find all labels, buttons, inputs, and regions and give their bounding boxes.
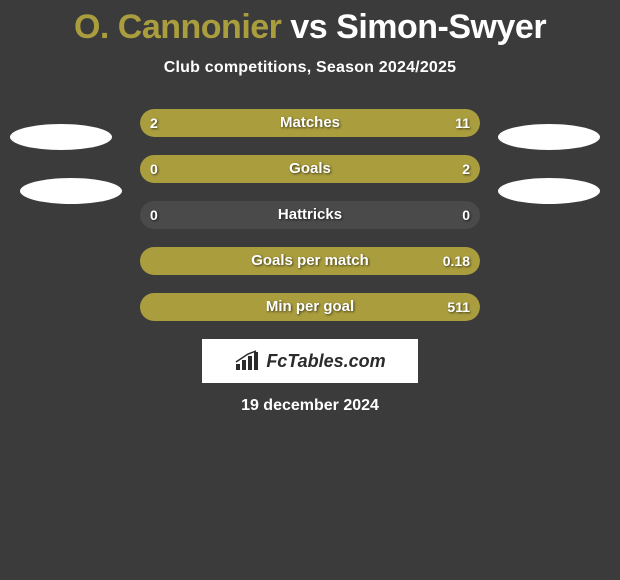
- title-vs: vs: [290, 8, 327, 46]
- bar-fill-right: [140, 293, 480, 321]
- bar-track: [140, 155, 480, 183]
- decorative-ellipse: [20, 178, 122, 204]
- subtitle: Club competitions, Season 2024/2025: [0, 59, 620, 77]
- stat-row: Min per goal511: [0, 293, 620, 321]
- bar-track: [140, 201, 480, 229]
- title-player1: O. Cannonier: [74, 8, 281, 46]
- decorative-ellipse: [498, 178, 600, 204]
- bar-track: [140, 293, 480, 321]
- decorative-ellipse: [10, 124, 112, 150]
- stat-row: Hattricks00: [0, 201, 620, 229]
- page-title: O. Cannonier vs Simon-Swyer: [0, 0, 620, 47]
- bar-track: [140, 109, 480, 137]
- title-player2: Simon-Swyer: [336, 8, 546, 46]
- chart-icon: [234, 350, 260, 372]
- bar-fill-right: [192, 109, 480, 137]
- bar-fill-right: [140, 155, 480, 183]
- stat-row: Goals per match0.18: [0, 247, 620, 275]
- bar-track: [140, 247, 480, 275]
- decorative-ellipse: [498, 124, 600, 150]
- logo-box: FcTables.com: [202, 339, 418, 383]
- bar-fill-right: [140, 247, 480, 275]
- bar-fill-left: [140, 109, 192, 137]
- date-line: 19 december 2024: [0, 397, 620, 415]
- logo-text: FcTables.com: [266, 351, 385, 372]
